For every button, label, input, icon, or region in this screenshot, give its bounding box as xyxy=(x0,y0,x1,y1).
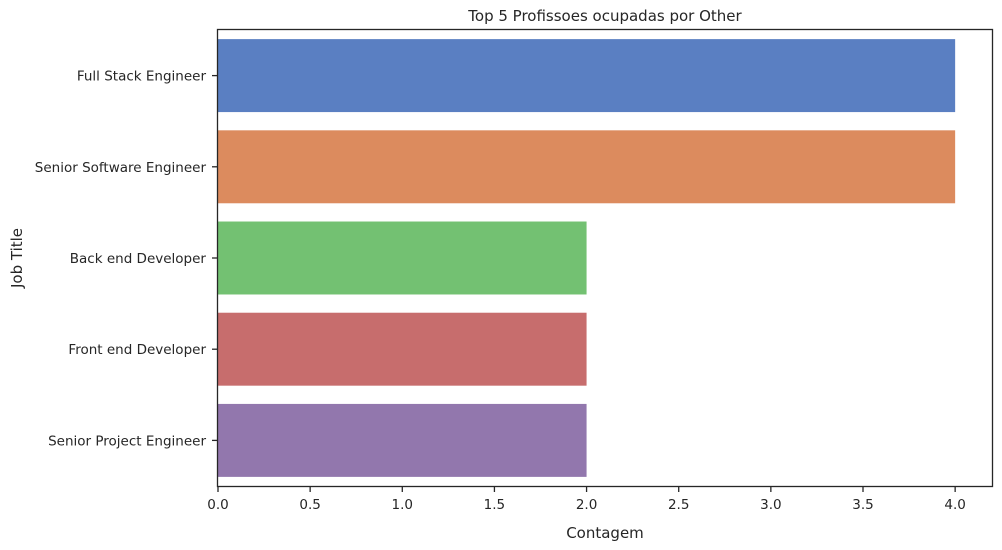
y-tick-label: Full Stack Engineer xyxy=(77,69,207,85)
bar-front-end-developer xyxy=(218,312,587,386)
x-tick-label: 0.0 xyxy=(207,497,228,513)
x-tick-label: 2.5 xyxy=(668,497,689,513)
y-tick-label: Front end Developer xyxy=(68,342,206,358)
x-tick-label: 2.0 xyxy=(576,497,597,513)
x-tick-label: 1.0 xyxy=(392,497,413,513)
plot-frame xyxy=(216,28,994,488)
x-tick-label: 1.5 xyxy=(484,497,505,513)
y-axis-title: Job Title xyxy=(8,228,26,289)
x-axis-title: Contagem xyxy=(566,524,644,542)
x-tick-label: 3.5 xyxy=(852,497,873,513)
bar-senior-project-engineer xyxy=(218,403,587,477)
x-ticks: 0.0 0.5 1.0 1.5 2.0 2.5 3.0 3.5 4.0 xyxy=(207,486,966,513)
y-tick-label: Senior Project Engineer xyxy=(48,433,206,449)
y-tick-labels: Full Stack Engineer Senior Software Engin… xyxy=(35,69,218,449)
x-tick-label: 3.0 xyxy=(760,497,781,513)
y-tick-label: Senior Software Engineer xyxy=(35,160,207,176)
bar-full-stack-engineer xyxy=(218,39,956,113)
x-tick-label: 0.5 xyxy=(299,497,320,513)
chart-title: Top 5 Profissoes ocupadas por Other xyxy=(467,7,742,25)
bar-senior-software-engineer xyxy=(218,130,956,204)
bar-back-end-developer xyxy=(218,221,587,295)
bars-group xyxy=(218,39,956,477)
y-tick-label: Back end Developer xyxy=(70,251,207,267)
x-tick-label: 4.0 xyxy=(944,497,965,513)
